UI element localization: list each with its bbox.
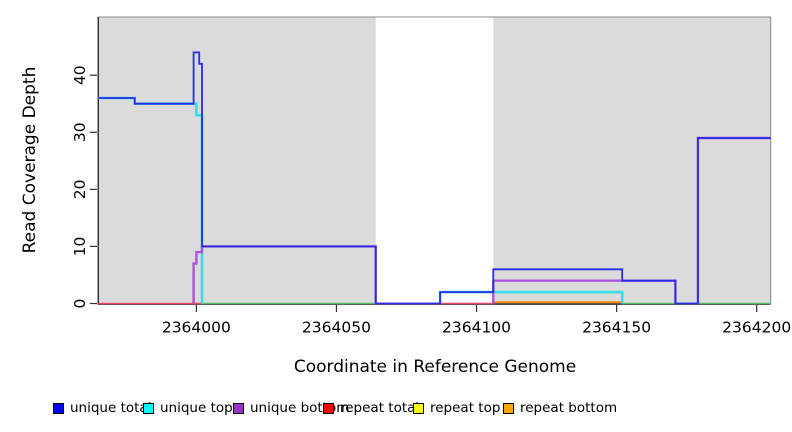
y-tick-label: 40	[71, 65, 89, 85]
x-axis-title: Coordinate in Reference Genome	[293, 357, 577, 377]
legend-swatch	[413, 402, 424, 414]
y-tick-label: 0	[71, 299, 89, 309]
legend-item-repeat-total: repeat total	[323, 399, 419, 417]
legend-swatch	[53, 402, 64, 414]
legend-item-unique-top: unique top	[143, 399, 233, 417]
y-tick-label: 30	[71, 122, 89, 142]
legend-label: unique total	[70, 400, 152, 416]
legend-item-repeat-top: repeat top	[413, 399, 500, 417]
legend-swatch	[143, 402, 154, 414]
legend-swatch	[323, 402, 334, 414]
legend-label: repeat top	[430, 400, 501, 416]
legend-label: repeat total	[340, 400, 420, 416]
legend-item-repeat-bottom: repeat bottom	[503, 399, 617, 417]
x-tick-label: 2364000	[162, 319, 231, 337]
white-band	[375, 17, 494, 304]
x-tick-label: 2364200	[722, 319, 791, 337]
x-tick-label: 2364150	[582, 319, 651, 337]
legend-swatch	[233, 402, 244, 414]
x-tick-label: 2364100	[442, 319, 511, 337]
legend-label: repeat bottom	[520, 400, 618, 416]
legend-label: unique top	[160, 400, 233, 416]
legend-swatch	[503, 402, 514, 414]
legend-item-unique-total: unique total	[53, 399, 151, 417]
y-tick-label: 20	[71, 179, 89, 199]
x-tick-label: 2364050	[302, 319, 371, 337]
series-unique-total	[98, 51, 771, 305]
legend: unique total unique top unique bottom repea…	[0, 399, 792, 421]
y-tick-label: 10	[71, 237, 89, 257]
y-axis-title: Read Coverage Depth	[20, 66, 40, 254]
